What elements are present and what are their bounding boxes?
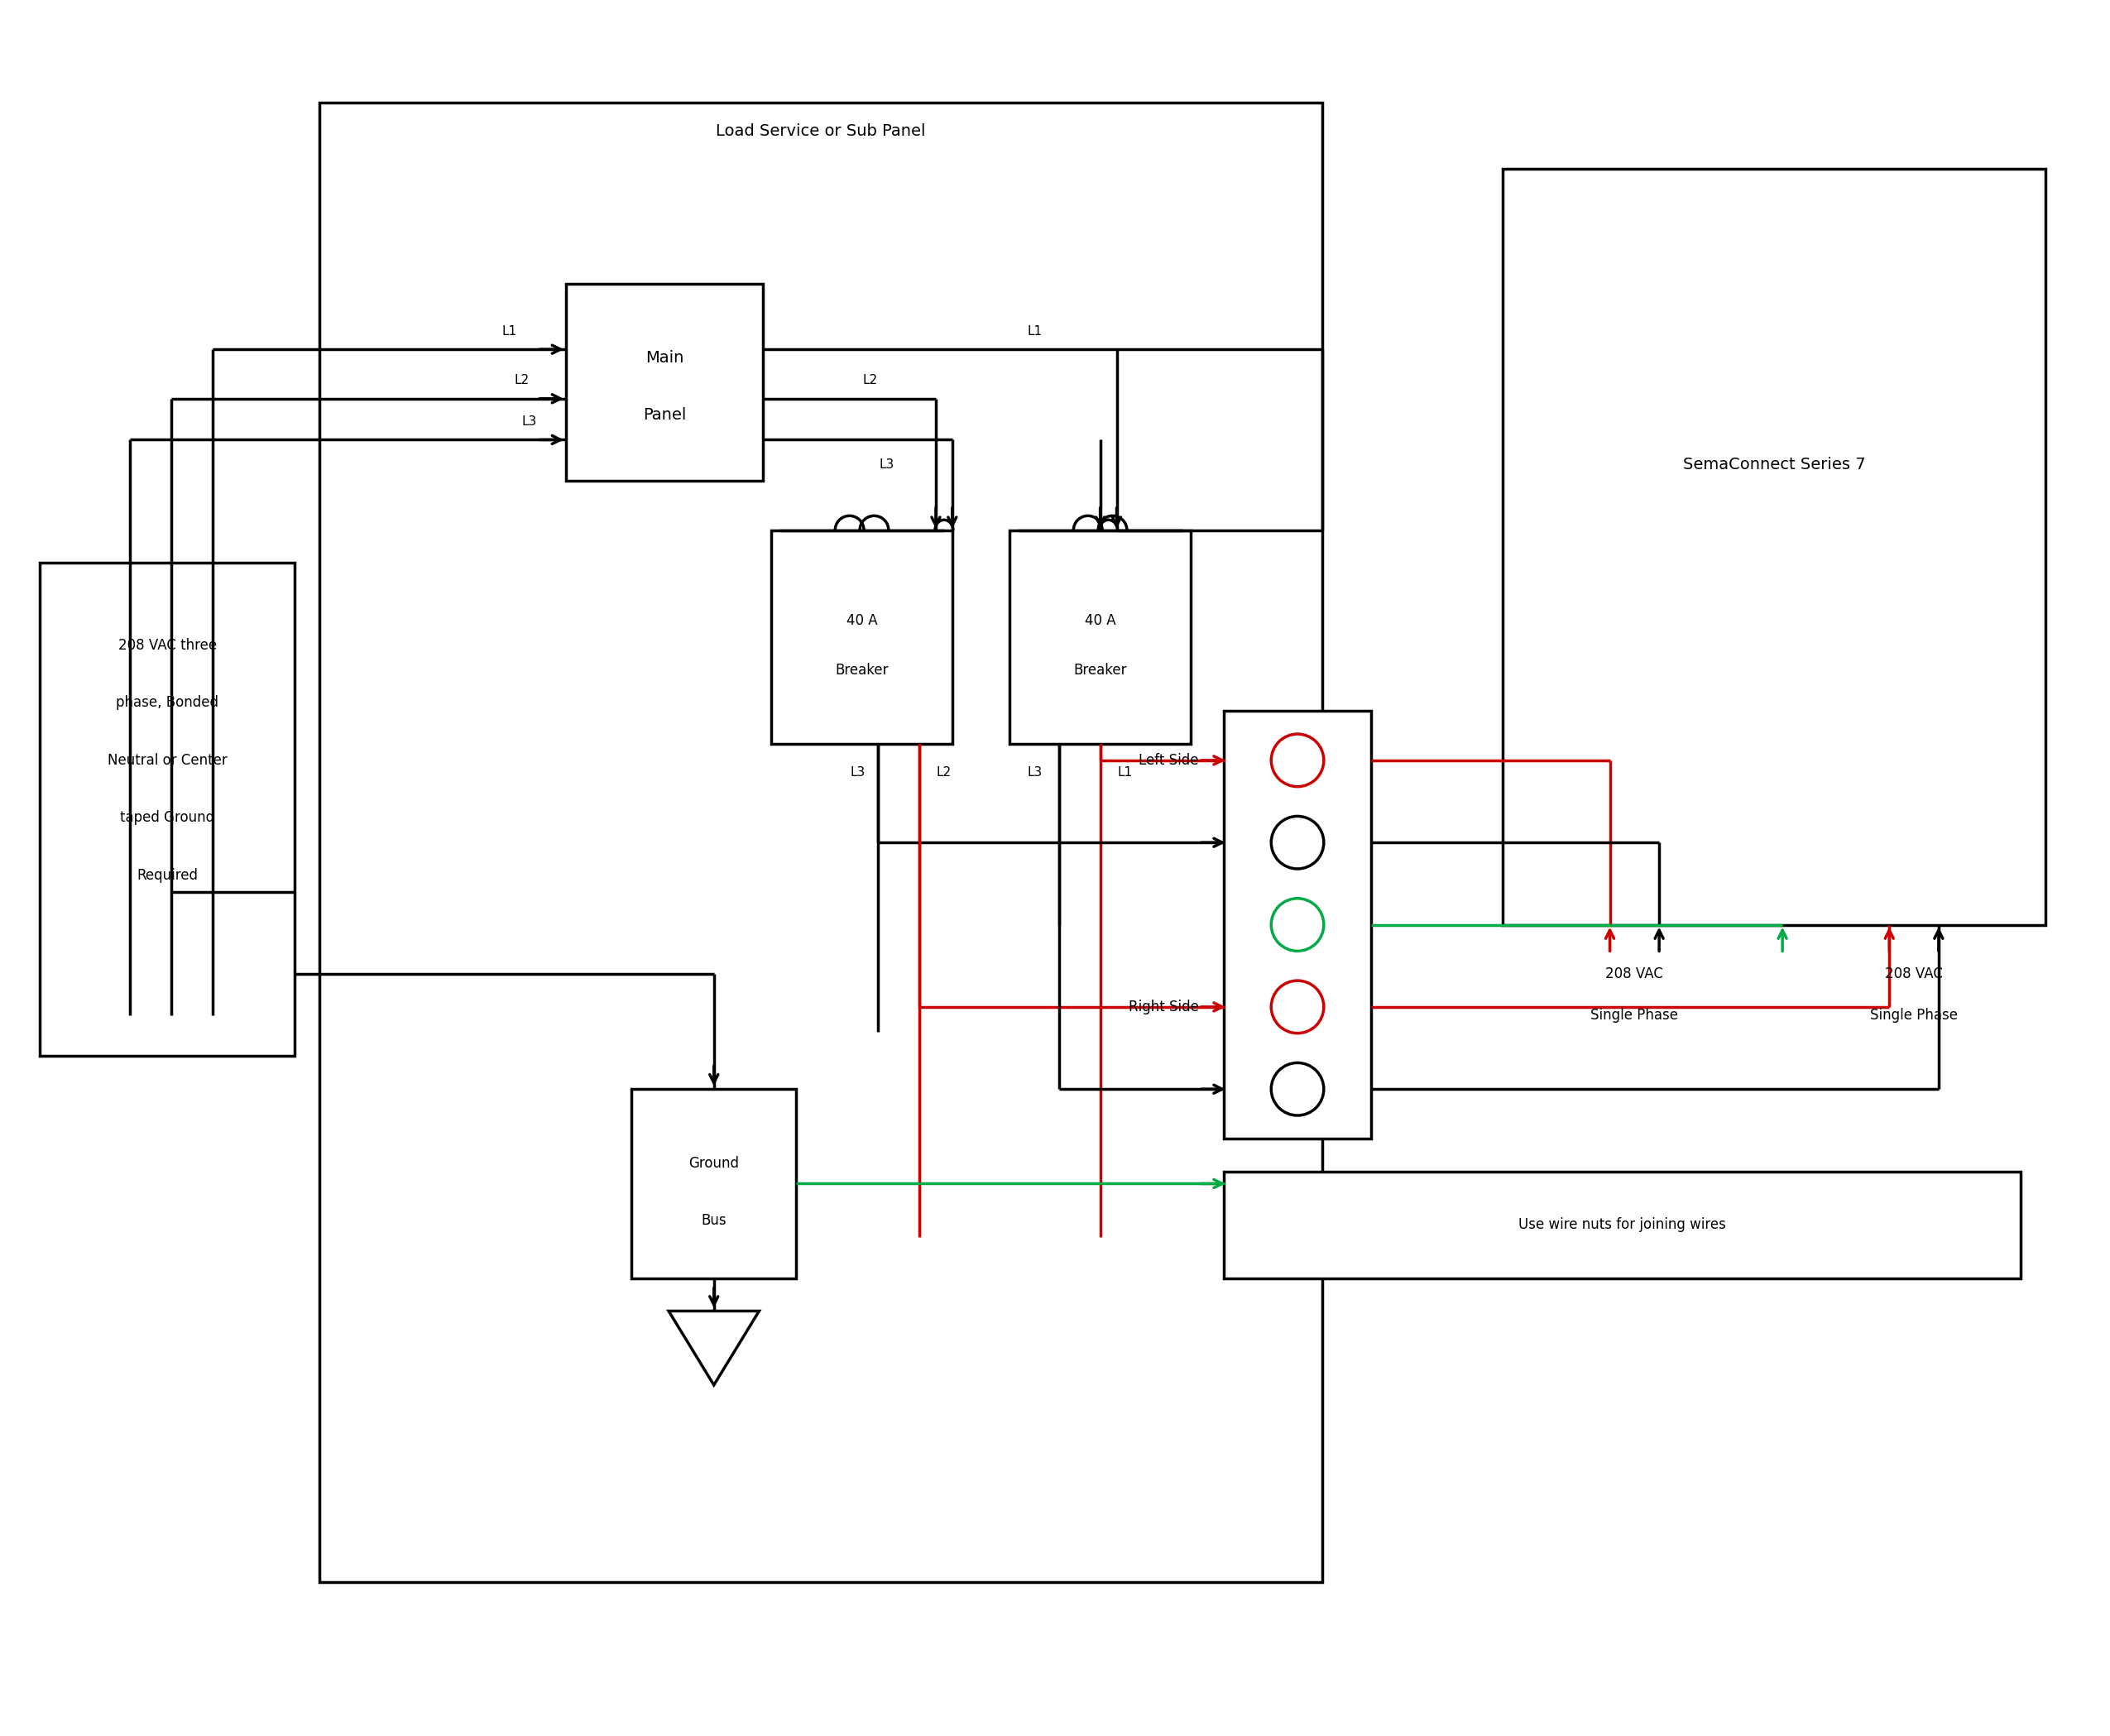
Text: 40 A: 40 A xyxy=(1085,613,1116,628)
Text: L1: L1 xyxy=(1028,325,1042,337)
Text: SemaConnect Series 7: SemaConnect Series 7 xyxy=(1684,457,1865,472)
Text: Ground: Ground xyxy=(688,1156,738,1170)
Text: L2: L2 xyxy=(515,375,530,387)
Bar xyxy=(1502,168,2045,925)
Text: Load Service or Sub Panel: Load Service or Sub Panel xyxy=(715,123,926,139)
Text: Main: Main xyxy=(646,349,684,365)
Bar xyxy=(1011,529,1190,745)
Text: L3: L3 xyxy=(850,767,865,779)
Text: 208 VAC: 208 VAC xyxy=(1606,967,1663,981)
Text: taped Ground: taped Ground xyxy=(120,811,215,825)
Bar xyxy=(1224,712,1372,1139)
Bar xyxy=(40,562,295,1055)
Text: 208 VAC: 208 VAC xyxy=(1884,967,1943,981)
Text: L3: L3 xyxy=(1028,767,1042,779)
Text: L2: L2 xyxy=(863,375,878,387)
Text: Right Side: Right Side xyxy=(1129,1000,1198,1014)
Text: 208 VAC three: 208 VAC three xyxy=(118,637,217,653)
Text: phase, Bonded: phase, Bonded xyxy=(116,696,219,710)
Bar xyxy=(319,102,1323,1581)
Text: Left Side: Left Side xyxy=(1139,753,1198,767)
Text: Required: Required xyxy=(137,868,198,884)
Text: Single Phase: Single Phase xyxy=(1869,1007,1958,1023)
Text: Breaker: Breaker xyxy=(1074,663,1127,677)
Text: L1: L1 xyxy=(502,325,517,337)
Text: Breaker: Breaker xyxy=(836,663,888,677)
Bar xyxy=(631,1088,795,1278)
Text: Neutral or Center: Neutral or Center xyxy=(108,753,228,767)
Bar xyxy=(565,283,764,481)
Text: L1: L1 xyxy=(1118,767,1133,779)
Bar xyxy=(1224,1172,2021,1278)
Text: L3: L3 xyxy=(521,415,538,427)
Text: Bus: Bus xyxy=(701,1213,726,1227)
Text: Single Phase: Single Phase xyxy=(1591,1007,1677,1023)
Bar xyxy=(772,529,952,745)
Text: L2: L2 xyxy=(937,767,952,779)
Text: Panel: Panel xyxy=(644,408,686,424)
Text: Use wire nuts for joining wires: Use wire nuts for joining wires xyxy=(1519,1217,1726,1233)
Text: L3: L3 xyxy=(880,458,895,470)
Text: 40 A: 40 A xyxy=(846,613,878,628)
Polygon shape xyxy=(669,1311,760,1385)
